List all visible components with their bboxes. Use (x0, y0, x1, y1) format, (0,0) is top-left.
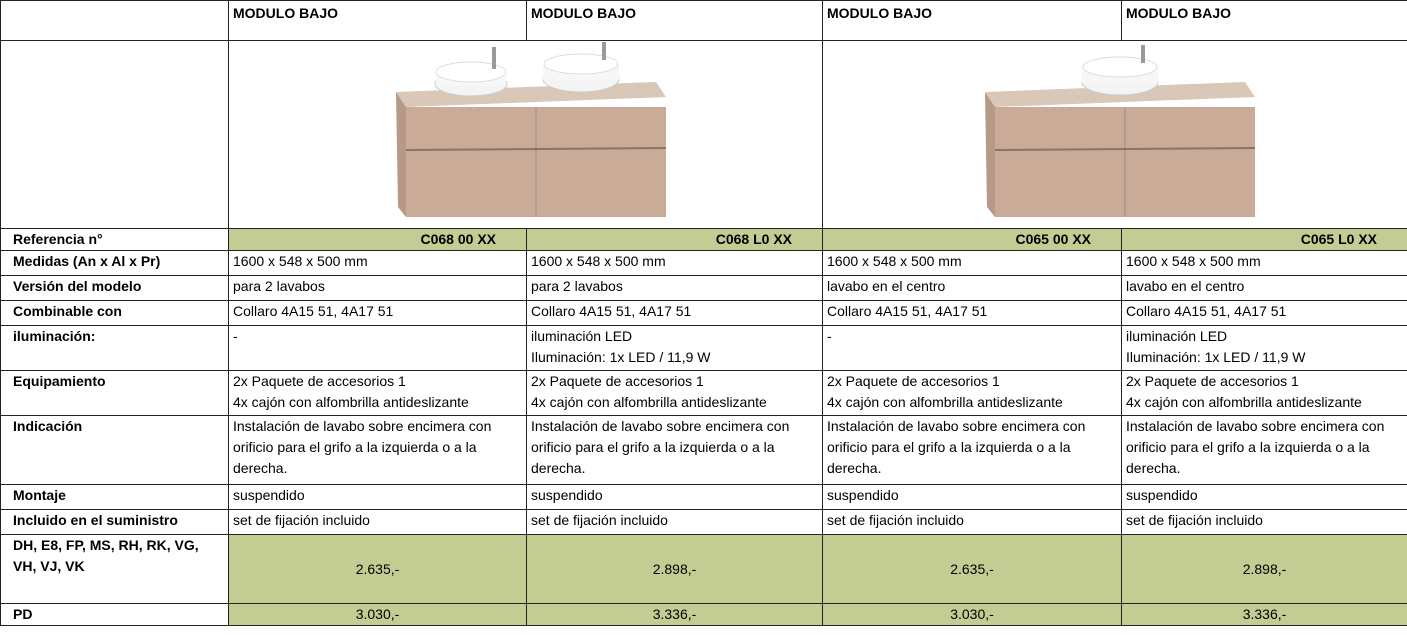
cell: 2x Paquete de accesorios 1 4x cajón con a… (1121, 370, 1407, 416)
cell-line: Iluminación: 1x LED / 11,9 W (531, 349, 711, 365)
cell: 3.030,- (228, 603, 527, 626)
cell-line: 2x Paquete de accesorios 1 (531, 373, 704, 389)
table-row: iluminación: - iluminación LED Iluminación:… (0, 325, 1407, 371)
cell-line: 4x cajón con alfombrilla antideslizante (827, 394, 1063, 410)
cell: set de fijación incluido (526, 509, 823, 535)
product-image (822, 40, 1407, 229)
column-header: MODULO BAJO (822, 0, 1122, 41)
cell: Instalación de lavabo sobre encimera con… (228, 415, 527, 485)
column-header: MODULO BAJO (228, 0, 527, 41)
row-label: iluminación: (0, 325, 229, 371)
empty (0, 40, 229, 229)
cell: 2x Paquete de accesorios 1 4x cajón con a… (822, 370, 1122, 416)
cell: Collaro 4A15 51, 4A17 51 (526, 300, 823, 326)
product-image (228, 40, 823, 229)
header-row: MODULO BAJO MODULO BAJO MODULO BAJO MODULO … (0, 0, 1407, 41)
cell: 3.336,- (1121, 603, 1407, 626)
row-label: Incluido en el suministro (0, 509, 229, 535)
cell: 3.030,- (822, 603, 1122, 626)
cell: - (822, 325, 1122, 371)
corner (0, 0, 229, 41)
cell: iluminación LED Iluminación: 1x LED / 11,… (526, 325, 823, 371)
table-row: Montaje suspendido suspendido suspendido sus… (0, 484, 1407, 510)
cell: 2.635,- (822, 534, 1122, 604)
cell: C065 L0 XX (1121, 228, 1407, 251)
cell: lavabo en el centro (1121, 275, 1407, 301)
cell: 1600 x 548 x 500 mm (526, 250, 823, 276)
cell: para 2 lavabos (526, 275, 823, 301)
single-vanity (985, 44, 1256, 217)
cell: suspendido (526, 484, 823, 510)
row-label: Indicación (0, 415, 229, 485)
cell: suspendido (228, 484, 527, 510)
row-label: Referencia n° (0, 228, 229, 251)
table-row: Indicación Instalación de lavabo sobre en… (0, 415, 1407, 485)
cell: Instalación de lavabo sobre encimera con… (526, 415, 823, 485)
table-row: Equipamiento 2x Paquete de accesorios 1 4x… (0, 370, 1407, 416)
cell: 1600 x 548 x 500 mm (228, 250, 527, 276)
cell-line: 2x Paquete de accesorios 1 (233, 373, 406, 389)
cell: 1600 x 548 x 500 mm (822, 250, 1122, 276)
cell: 2x Paquete de accesorios 1 4x cajón con a… (228, 370, 527, 416)
cell-line: 4x cajón con alfombrilla antideslizante (233, 394, 469, 410)
cell: - (228, 325, 527, 371)
cell: iluminación LED Iluminación: 1x LED / 11,… (1121, 325, 1407, 371)
cell: C065 00 XX (822, 228, 1122, 251)
cell-line: iluminación LED (1126, 328, 1228, 344)
cell: suspendido (1121, 484, 1407, 510)
row-label: Combinable con (0, 300, 229, 326)
row-label: Montaje (0, 484, 229, 510)
cell: Collaro 4A15 51, 4A17 51 (228, 300, 527, 326)
cell: Instalación de lavabo sobre encimera con… (1121, 415, 1407, 485)
cell-line: - (827, 328, 832, 344)
cell-line: 4x cajón con alfombrilla antideslizante (1126, 394, 1362, 410)
row-label: PD (0, 603, 229, 626)
cell: set de fijación incluido (228, 509, 527, 535)
row-label: Medidas (An x Al x Pr) (0, 250, 229, 276)
cell: C068 00 XX (228, 228, 527, 251)
cell: lavabo en el centro (822, 275, 1122, 301)
cell-line: 4x cajón con alfombrilla antideslizante (531, 394, 767, 410)
cell-line: iluminación LED (531, 328, 633, 344)
cell: 2.635,- (228, 534, 527, 604)
cell: suspendido (822, 484, 1122, 510)
cell: Collaro 4A15 51, 4A17 51 (822, 300, 1122, 326)
row-label: DH, E8, FP, MS, RH, RK, VG, VH, VJ, VK (0, 534, 229, 604)
cell: 1600 x 548 x 500 mm (1121, 250, 1407, 276)
column-header: MODULO BAJO (526, 0, 823, 41)
cell: set de fijación incluido (1121, 509, 1407, 535)
cell: 3.336,- (526, 603, 823, 626)
cell: 2.898,- (1121, 534, 1407, 604)
cell: C068 L0 XX (526, 228, 823, 251)
cell-line: - (233, 328, 238, 344)
table-row: Versión del modelo para 2 lavabos para 2 l… (0, 275, 1407, 301)
row-label: Versión del modelo (0, 275, 229, 301)
cell: Instalación de lavabo sobre encimera con… (822, 415, 1122, 485)
column-header: MODULO BAJO (1121, 0, 1407, 41)
cell: para 2 lavabos (228, 275, 527, 301)
table-body: Referencia n° C068 00 XX C068 L0 XX C065 00… (0, 228, 1407, 626)
cell-line: 2x Paquete de accesorios 1 (827, 373, 1000, 389)
image-row (0, 40, 1407, 229)
table-row: Combinable con Collaro 4A15 51, 4A17 51 Co… (0, 300, 1407, 326)
cell: 2x Paquete de accesorios 1 4x cajón con a… (526, 370, 823, 416)
table-row: Referencia n° C068 00 XX C068 L0 XX C065 00… (0, 228, 1407, 251)
row-label: Equipamiento (0, 370, 229, 416)
cell: Collaro 4A15 51, 4A17 51 (1121, 300, 1407, 326)
table-row: Medidas (An x Al x Pr) 1600 x 548 x 500 m… (0, 250, 1407, 276)
table-row: DH, E8, FP, MS, RH, RK, VG, VH, VJ, VK 2.… (0, 534, 1407, 604)
table-row: Incluido en el suministro set de fijación… (0, 509, 1407, 535)
table-row: PD 3.030,- 3.336,- 3.030,- 3.336,- (0, 603, 1407, 626)
cell: 2.898,- (526, 534, 823, 604)
cell: set de fijación incluido (822, 509, 1122, 535)
double-vanity (395, 41, 666, 217)
cell-line: 2x Paquete de accesorios 1 (1126, 373, 1299, 389)
cell-line: Iluminación: 1x LED / 11,9 W (1126, 349, 1306, 365)
